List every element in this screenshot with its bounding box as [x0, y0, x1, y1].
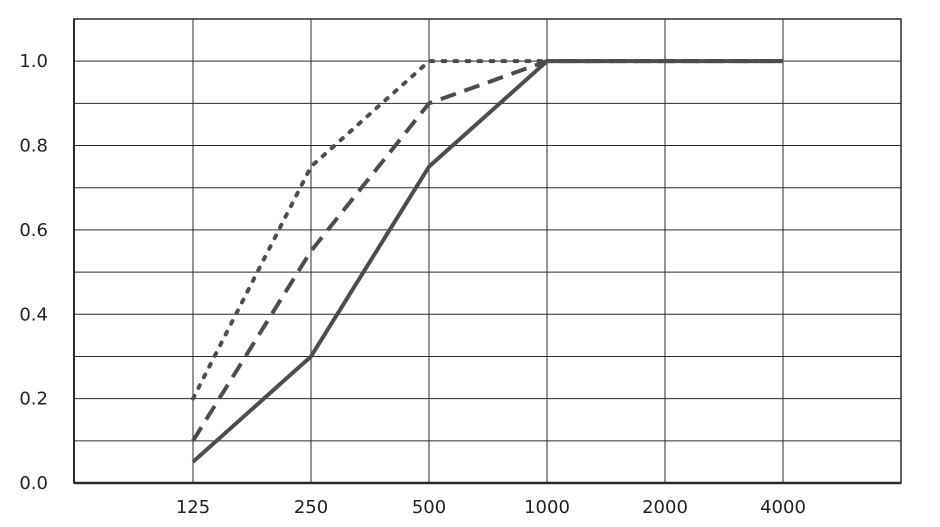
y-tick-label: 0.4	[19, 304, 48, 325]
y-tick-label: 0.2	[19, 389, 48, 410]
series-line-solid	[191, 59, 783, 464]
x-tick-label: 125	[176, 497, 210, 518]
y-tick-label: 0.8	[19, 136, 48, 157]
x-tick-label: 4000	[760, 497, 806, 518]
y-tick-label: 0.6	[19, 220, 48, 241]
x-tick-label: 1000	[524, 497, 570, 518]
y-tick-label: 1.0	[19, 51, 48, 72]
x-tick-label: 250	[294, 497, 328, 518]
x-axis-tick-labels: 125 250 500 1000 2000 4000	[176, 497, 806, 518]
y-tick-label: 0.0	[19, 473, 48, 494]
plot-border	[73, 18, 902, 484]
series-line-dotted	[191, 59, 785, 401]
plot-frame	[73, 18, 902, 485]
grid	[74, 19, 901, 483]
series-lines	[191, 59, 785, 464]
y-axis-tick-labels: 0.0 0.2 0.4 0.6 0.8 1.0	[19, 51, 48, 494]
x-tick-label: 500	[412, 497, 446, 518]
x-tick-label: 2000	[642, 497, 688, 518]
